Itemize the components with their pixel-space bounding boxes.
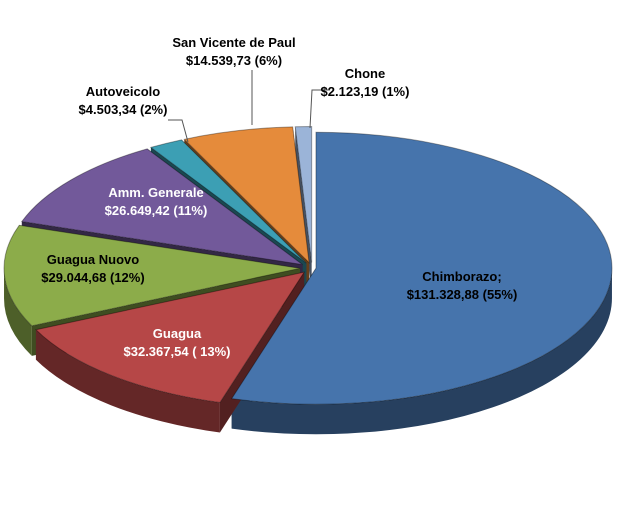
slice-labels: Chimborazo; $131.328,88 (55%) Guagua $32.36…: [41, 35, 517, 359]
slice-value-label: $14.539,73: [186, 53, 251, 68]
pie-slice-side: [231, 268, 612, 435]
slice-label-value: $14.539,73 (6%): [186, 53, 282, 68]
slice-value-label: $4.503,34: [79, 102, 138, 117]
slice-label-value: $26.649,42 (11%): [105, 203, 208, 218]
slice-label-value: $29.044,68 (12%): [41, 270, 144, 285]
slice-percent-label: (1%): [382, 84, 409, 99]
slice-label-name: San Vicente de Paul: [172, 35, 295, 50]
slice-label-name: Autoveicolo: [86, 84, 160, 99]
pie-slice-chimborazo: [230, 131, 613, 405]
leader-line: [309, 89, 330, 129]
pie-slice-side: [4, 268, 32, 356]
pie-slice-guagua-nuovo: [3, 224, 301, 327]
slice-label-value: $2.123,19 (1%): [321, 84, 410, 99]
slice-label-name: Chone: [345, 66, 385, 81]
slice-label-value: $32.367,54 ( 13%): [124, 344, 231, 359]
slice-value-label: $29.044,68: [41, 270, 106, 285]
slice-value-label: $2.123,19: [321, 84, 379, 99]
slice-percent-label: (6%): [255, 53, 282, 68]
slice-percent-label: (55%): [483, 287, 518, 302]
slice-label-name: Guagua Nuovo: [47, 252, 140, 267]
pie-slice-chone: [294, 125, 313, 263]
slice-label-value: $131.328,88 (55%): [407, 287, 518, 302]
pie-top-layer: [3, 125, 613, 405]
slice-value-label: $131.328,88: [407, 287, 479, 302]
leader-line: [168, 119, 189, 143]
slice-label-name: Amm. Generale: [108, 185, 203, 200]
pie-slice-autoveicolo: [149, 139, 307, 264]
slice-percent-label: (2%): [140, 102, 167, 117]
slice-label-value: $4.503,34 (2%): [79, 102, 168, 117]
slice-label-name: Chimborazo;: [422, 269, 501, 284]
pie-slice-guagua: [34, 271, 306, 404]
slice-label-name: Guagua: [153, 326, 202, 341]
slice-value-label: $32.367,54: [124, 344, 190, 359]
slice-value-label: $26.649,42: [105, 203, 170, 218]
slice-percent-label: ( 13%): [192, 344, 230, 359]
slice-percent-label: (11%): [173, 203, 207, 218]
leader-lines: [168, 70, 330, 143]
slice-percent-label: (12%): [110, 270, 145, 285]
pie-slice-side: [35, 329, 220, 433]
pie-slice-amm-generale: [20, 148, 303, 266]
pie-slice-san-vicente-de-paul: [183, 126, 310, 265]
